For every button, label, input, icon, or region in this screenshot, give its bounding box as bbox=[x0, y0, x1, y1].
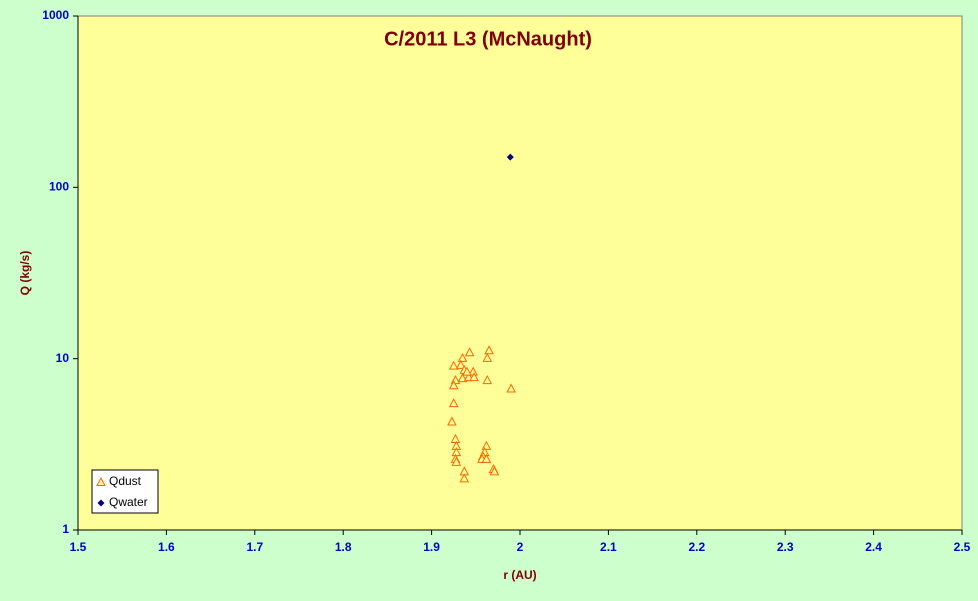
x-tick-label: 2.2 bbox=[688, 540, 705, 554]
x-tick-label: 1.9 bbox=[423, 540, 440, 554]
point bbox=[451, 456, 462, 466]
point bbox=[506, 383, 516, 393]
legend bbox=[91, 469, 159, 514]
point bbox=[464, 347, 475, 357]
x-tick-label: 2.1 bbox=[600, 540, 617, 554]
x-tick-label: 2.5 bbox=[954, 540, 971, 554]
legend-marker bbox=[96, 476, 106, 486]
x-axis-title: r (AU) bbox=[503, 568, 536, 582]
point bbox=[489, 466, 500, 476]
x-tick-label: 1.5 bbox=[70, 540, 87, 554]
point bbox=[506, 153, 514, 161]
point bbox=[482, 352, 493, 362]
y-tick-label: 1 bbox=[62, 522, 69, 536]
legend-marker bbox=[97, 499, 105, 507]
y-tick-label: 10 bbox=[56, 351, 70, 365]
x-tick-label: 1.8 bbox=[335, 540, 352, 554]
point bbox=[459, 473, 470, 483]
point bbox=[448, 380, 459, 390]
point bbox=[455, 359, 466, 369]
point bbox=[484, 345, 494, 355]
x-tick-label: 1.7 bbox=[246, 540, 263, 554]
point bbox=[457, 373, 468, 383]
chart-title: C/2011 L3 (McNaught) bbox=[384, 28, 592, 50]
y-tick-label: 100 bbox=[49, 180, 69, 194]
point bbox=[447, 416, 457, 426]
legend-label: Qwater bbox=[109, 495, 148, 509]
point bbox=[482, 375, 493, 385]
x-tick-label: 1.6 bbox=[158, 540, 175, 554]
point bbox=[481, 453, 492, 463]
point bbox=[457, 352, 468, 362]
x-tick-label: 2.4 bbox=[865, 540, 882, 554]
legend-label: Qdust bbox=[109, 474, 142, 488]
point bbox=[481, 440, 492, 450]
plot-area bbox=[77, 15, 963, 531]
point bbox=[469, 372, 479, 382]
x-tick-label: 2.3 bbox=[777, 540, 794, 554]
point bbox=[448, 398, 459, 408]
y-tick-label: 1000 bbox=[42, 8, 69, 22]
point bbox=[462, 366, 472, 376]
x-tick-label: 2 bbox=[517, 540, 524, 554]
y-axis-title: Q (kg/s) bbox=[18, 251, 32, 296]
point bbox=[448, 360, 459, 370]
